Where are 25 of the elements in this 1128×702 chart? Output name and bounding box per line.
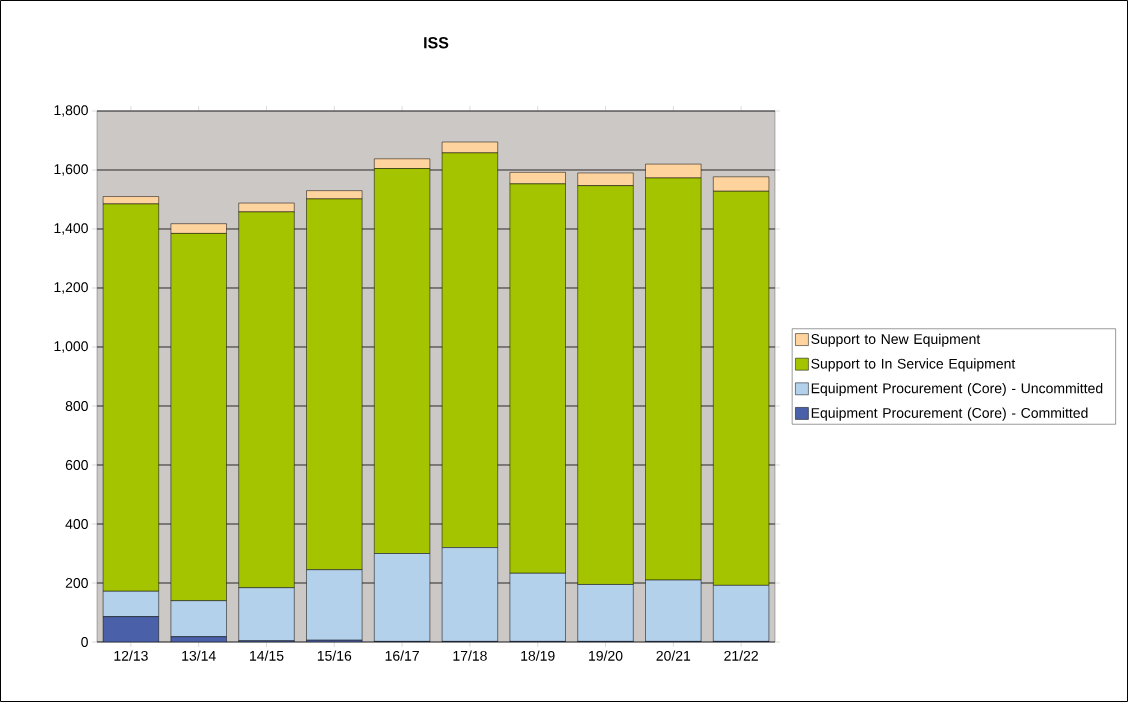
legend-label: Support to In Service Equipment (811, 358, 1016, 372)
legend-label: Equipment Procurement (Core) - Uncommitted (811, 382, 1103, 397)
y-tick-label: 1,200 (54, 282, 88, 294)
legend-label: Support to New Equipment (811, 333, 981, 347)
x-tick-label: 13/14 (182, 650, 216, 661)
y-tick-label: 1,000 (54, 341, 88, 353)
y-tick-label: 400 (65, 519, 88, 529)
y-tick-label: 800 (65, 401, 88, 411)
y-tick-label: 1,400 (54, 223, 88, 235)
y-tick-label: 1,600 (54, 164, 88, 176)
x-tick-label: 16/17 (385, 650, 419, 661)
x-tick-label: 12/13 (114, 650, 148, 661)
x-tick-label: 21/22 (724, 650, 758, 661)
y-tick-label: 0 (81, 637, 88, 647)
y-tick-label: 200 (65, 578, 88, 588)
x-tick-label: 14/15 (250, 650, 284, 661)
x-tick-label: 17/18 (453, 650, 487, 661)
y-tick-label: 1,800 (54, 105, 88, 117)
x-tick-label: 20/21 (656, 650, 691, 661)
y-tick-label: 600 (65, 460, 88, 470)
x-tick-label: 15/16 (317, 650, 352, 661)
chart-title: ISS (424, 37, 449, 49)
legend-label: Equipment Procurement (Core) - Committed (811, 407, 1088, 421)
x-tick-label: 19/20 (589, 650, 623, 661)
x-tick-label: 18/19 (521, 650, 555, 661)
